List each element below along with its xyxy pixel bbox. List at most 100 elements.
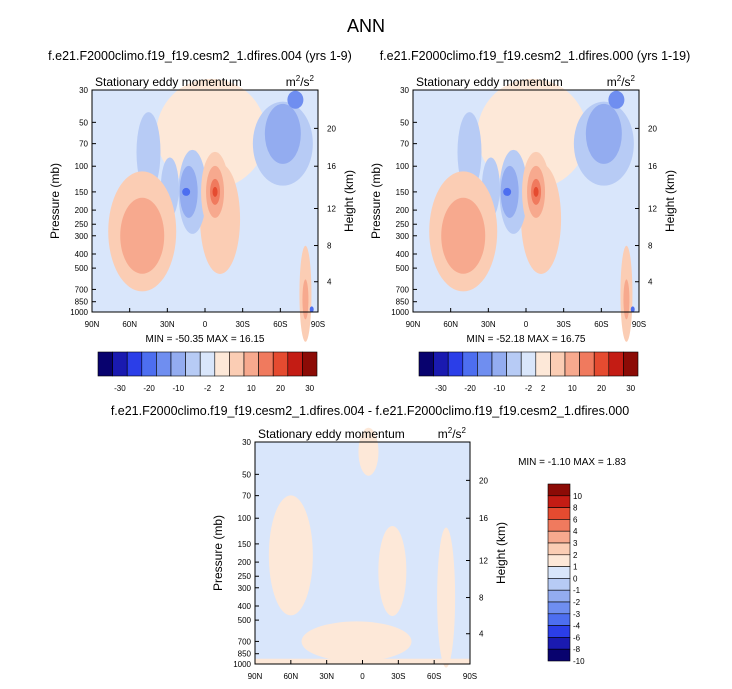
y-tick-label: 1000 [391,308,409,317]
units-label: m2/s2 [438,426,467,441]
y-right-axis-label: Height (km) [494,522,508,584]
colorbar-cell [550,351,566,377]
y-tick-label: 400 [238,602,252,611]
colorbar-cell [287,351,303,377]
y-tick-label: 300 [238,584,252,593]
panel-subtitle: Stationary eddy momentum [258,427,405,441]
colorbar-label: -20 [143,384,155,393]
y-tick-label: 200 [75,206,89,215]
field-contour-7 [441,197,486,274]
field-contour-0 [358,427,379,476]
colorbar-label: 4 [573,527,578,536]
colorbar-cell [462,351,478,377]
x-tick-label: 60S [427,672,441,681]
y-right-tick-label: 12 [648,205,657,214]
colorbar-cell [593,351,610,377]
colorbar-cell [535,351,551,377]
colorbar-label: -4 [573,622,581,631]
colorbar-label: -1 [573,586,581,595]
y-tick-label: 500 [238,616,252,625]
x-tick-label: 30S [236,320,250,329]
y-tick-label: 150 [396,188,410,197]
y-right-tick-label: 4 [327,278,332,287]
colorbar-label: -10 [573,657,585,666]
colorbar-label: -2 [573,598,581,607]
field-contour-2 [264,103,301,164]
y-tick-label: 500 [75,264,89,273]
colorbar-label: 2 [220,384,225,393]
x-tick-label: 90S [632,320,646,329]
colorbar-cell [547,613,571,626]
y-tick-label: 700 [396,285,410,294]
field-contour-15 [533,186,539,197]
stats-label: MIN = -52.18 MAX = 16.75 [467,334,586,345]
y-right-tick-label: 16 [648,162,657,171]
colorbar-cell [185,351,201,377]
y-tick-label: 250 [396,220,410,229]
colorbar-cell [608,351,624,377]
colorbar-label: 1 [573,563,578,572]
colorbar-label: 8 [573,504,578,513]
colorbar-cell [547,554,571,567]
colorbar-cell [547,589,571,603]
y-tick-label: 500 [396,264,410,273]
x-tick-label: 60N [443,320,458,329]
colorbar-cell [302,351,318,377]
y-tick-label: 850 [238,650,252,659]
y-tick-label: 50 [400,118,409,127]
field-contour-15 [212,186,218,197]
units-label: m2/s2 [286,74,315,89]
y-tick-label: 150 [75,188,89,197]
x-tick-label: 30N [481,320,496,329]
x-tick-label: 60S [594,320,608,329]
y-right-axis-label: Height (km) [342,170,356,232]
panel-1-chart: Stationary eddy momentum m2/s230507010015… [48,74,356,393]
y-tick-label: 70 [400,140,409,149]
colorbar-cell [477,351,493,377]
colorbar-cell [547,519,571,532]
y-tick-label: 850 [396,298,410,307]
x-tick-label: 90S [311,320,325,329]
y-tick-label: 150 [238,540,252,549]
colorbar-label: -8 [573,645,581,654]
units-label: m2/s2 [607,74,636,89]
colorbar-cell [272,351,289,377]
colorbar-cell [579,351,595,377]
colorbar-cell [506,351,522,377]
y-tick-label: 1000 [70,308,88,317]
x-tick-label: 60S [273,320,287,329]
x-tick-label: 30S [391,672,405,681]
y-right-tick-label: 20 [327,124,336,133]
y-tick-label: 30 [400,86,409,95]
colorbar-label: 10 [568,384,577,393]
y-right-axis-label: Height (km) [663,170,677,232]
y-tick-label: 200 [238,558,252,567]
colorbar-label: 0 [573,574,578,583]
colorbar-label: 10 [573,492,582,501]
colorbar-cell [156,351,172,377]
stats-label: MIN = -50.35 MAX = 16.15 [146,334,265,345]
y-tick-label: 30 [79,86,88,95]
colorbar-label: -10 [173,384,185,393]
field-contour-2 [585,103,622,164]
y-tick-label: 850 [75,298,89,307]
colorbar-cell [97,351,113,377]
field-contour-11 [503,187,512,196]
colorbar-label: -2 [525,384,533,393]
x-tick-label: 30N [160,320,175,329]
y-right-tick-label: 20 [648,124,657,133]
y-axis-label: Pressure (mb) [369,163,383,239]
colorbar-cell [229,351,245,377]
x-tick-label: 90N [248,672,263,681]
y-tick-label: 250 [238,572,252,581]
colorbar-cell [170,351,186,377]
field-contour-3 [287,90,304,109]
colorbar-cell [623,351,639,377]
field-contour-1 [268,495,313,616]
x-tick-label: 0 [524,320,529,329]
y-right-tick-label: 16 [327,162,336,171]
x-tick-label: 30S [557,320,571,329]
colorbar-label: -10 [494,384,506,393]
colorbar-cell [547,483,571,497]
